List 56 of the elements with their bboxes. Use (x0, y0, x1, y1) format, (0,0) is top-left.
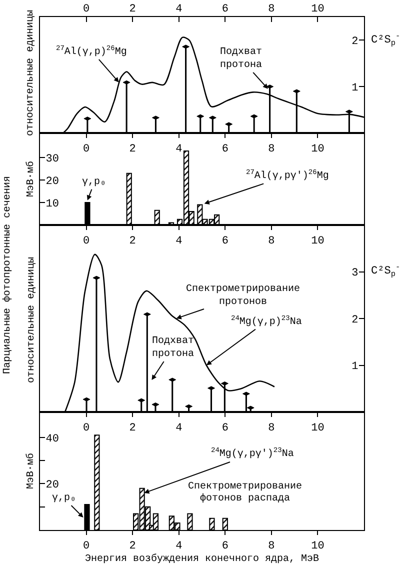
y-tick-label: 3 (352, 268, 358, 280)
x-tick-label: 10 (311, 3, 324, 16)
x-tick-label: 8 (268, 3, 275, 16)
x-tick-label: 0 (82, 3, 90, 16)
x-tick-label: 10 (311, 422, 324, 434)
x-tick-label: 2 (129, 235, 136, 248)
text: Парциальные фотопротонные сечения (2, 176, 14, 374)
x-tick-label: 6 (222, 235, 228, 248)
y-tick-label: 2 (352, 314, 358, 326)
x-tick-label: 10 (311, 235, 324, 248)
x-tick-label: 0 (82, 422, 90, 434)
x-tick-label: 6 (222, 540, 228, 552)
annotation: Подхват протона (220, 47, 262, 71)
y-axis-title: МэВ·мб (25, 452, 37, 489)
x-tick-label: 2 (129, 3, 136, 16)
annotation: $^{27}$Al(γ,pγ')$^{26}$Mg (246, 169, 329, 182)
y-tick-label: 30 (46, 154, 60, 166)
x-tick-label: 4 (176, 235, 183, 248)
x-tick-label: 4 (176, 540, 183, 552)
x-tick-label: 0 (82, 235, 90, 248)
annotation: $^{24}$Mg(γ,p)$^{23}$Na (231, 315, 302, 328)
annotation: γ,p₀ (82, 177, 106, 188)
x-tick-label: 10 (311, 540, 324, 552)
y-axis-title: МэВ·мб (25, 160, 37, 197)
annotation: γ,p₀ (52, 493, 76, 504)
x2-tick-label: 8 (268, 143, 275, 156)
y-tick-label: 2 (352, 36, 358, 48)
x-tick-label: 4 (176, 422, 183, 434)
x-tick-label: 8 (268, 540, 275, 552)
x2-tick-label: 4 (176, 143, 183, 156)
x-tick-label: 8 (268, 422, 275, 434)
annotation: $^{27}$Al(γ,p)$^{26}$Mg (56, 45, 127, 58)
y-tick-label: 40 (46, 433, 60, 446)
x-tick-label: 4 (176, 3, 183, 16)
y-tick-label: 1 (352, 82, 359, 94)
x-tick-label: 2 (129, 422, 136, 434)
y-tick-label: 10 (46, 198, 60, 210)
x-tick-label: 8 (268, 235, 275, 248)
y-tick-label: 1 (352, 361, 359, 374)
x-tick-label: 6 (222, 422, 228, 434)
y-tick-label: 20 (46, 480, 60, 492)
x-axis-title: Энергия возбуждения конечного ядра, МэВ (84, 552, 320, 565)
text: относительные единицы (26, 256, 38, 384)
annotation: Спектрометрирование фотонов распада (188, 482, 302, 504)
x-tick-label: 6 (222, 3, 228, 16)
x2-tick-label: 0 (82, 143, 90, 156)
x-tick-label: 0 (82, 540, 90, 552)
annotation: Подхват протона (152, 336, 194, 360)
x2-tick-label: 10 (311, 143, 324, 156)
x-tick-label: 2 (129, 540, 136, 552)
text: относительные единицы (25, 10, 37, 136)
annotation: Спектрометрирование протонов (186, 284, 300, 308)
x2-tick-label: 6 (222, 143, 228, 156)
y-tick-label: 20 (46, 176, 60, 188)
x2-tick-label: 2 (129, 143, 136, 156)
annotation: $^{24}$Mg(γ,pγ')$^{23}$Na (211, 447, 294, 460)
